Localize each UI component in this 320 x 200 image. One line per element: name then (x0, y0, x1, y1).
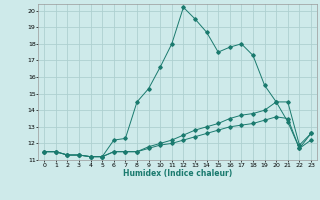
X-axis label: Humidex (Indice chaleur): Humidex (Indice chaleur) (123, 169, 232, 178)
